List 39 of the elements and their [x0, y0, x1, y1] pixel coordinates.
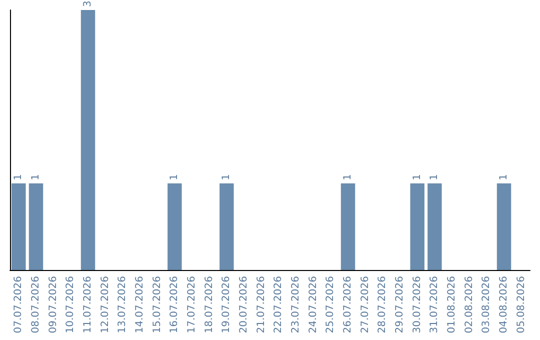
- x-tick-label: 16.07.2026: [169, 276, 180, 334]
- x-tick-label: 22.07.2026: [273, 276, 284, 334]
- x-tick-label: 30.07.2026: [412, 276, 423, 334]
- x-tick-label: 01.08.2026: [446, 276, 458, 334]
- x-tick-label: 03.08.2026: [481, 276, 492, 334]
- x-tick-label: 26.07.2026: [342, 276, 354, 334]
- data-label: 1: [412, 174, 423, 180]
- x-tick-label: 19.07.2026: [221, 276, 232, 334]
- data-label: 1: [13, 174, 24, 180]
- x-tick-label: 12.07.2026: [100, 276, 111, 334]
- x-tick-label: 23.07.2026: [290, 276, 302, 334]
- x-tick-label: 17.07.2026: [186, 276, 198, 334]
- x-tick-label: 09.07.2026: [48, 276, 59, 334]
- x-tick-label: 18.07.2026: [204, 276, 215, 334]
- data-label: 1: [221, 174, 232, 180]
- x-tick-label: 13.07.2026: [117, 276, 128, 334]
- x-tick-label: 05.08.2026: [516, 276, 527, 334]
- x-tick-label: 28.07.2026: [377, 276, 388, 334]
- x-tick-label: 14.07.2026: [134, 276, 146, 334]
- x-tick-label: 04.08.2026: [498, 276, 510, 334]
- x-tick-label: 02.08.2026: [464, 276, 475, 334]
- x-tick-label: 08.07.2026: [30, 276, 42, 334]
- x-tick-label: 11.07.2026: [82, 276, 94, 334]
- x-tick-label: 31.07.2026: [429, 276, 440, 334]
- data-label: 1: [169, 174, 180, 180]
- data-label: 1: [429, 174, 440, 180]
- data-label: 1: [30, 174, 42, 180]
- x-tick-label: 25.07.2026: [325, 276, 336, 334]
- x-tick-label: 29.07.2026: [394, 276, 406, 334]
- x-tick-label: 15.07.2026: [152, 276, 163, 334]
- x-tick-label: 24.07.2026: [308, 276, 319, 334]
- x-tick-label: 27.07.2026: [360, 276, 371, 334]
- data-label: 3: [82, 0, 94, 7]
- x-tick-label: 21.07.2026: [256, 276, 267, 334]
- x-tick-label: 10.07.2026: [65, 276, 76, 334]
- x-tick-label: 07.07.2026: [13, 276, 24, 334]
- x-tick-label: 20.07.2026: [238, 276, 250, 334]
- data-label: 1: [498, 174, 510, 180]
- data-label: 1: [342, 174, 354, 180]
